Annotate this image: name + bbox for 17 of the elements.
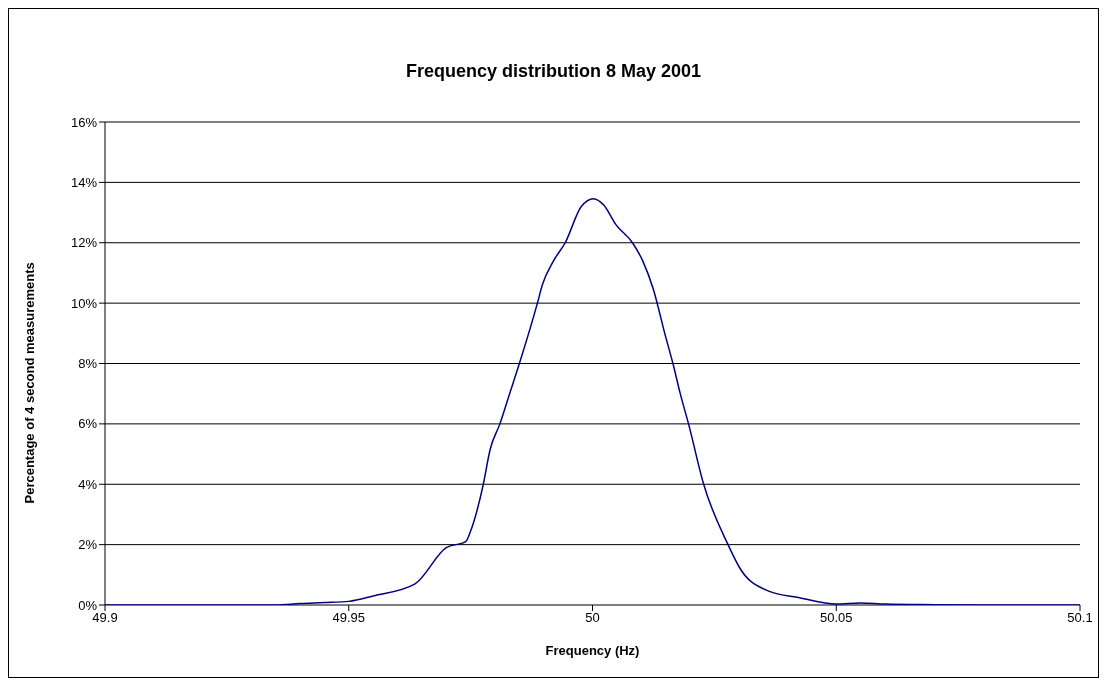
y-tick-label: 10% xyxy=(70,295,98,311)
x-tick-label: 50.1 xyxy=(1067,610,1093,626)
x-tick-label: 49.95 xyxy=(332,610,366,626)
x-tick-label: 49.9 xyxy=(92,610,118,626)
x-tick-label: 50 xyxy=(585,610,600,626)
x-axis-title: Frequency (Hz) xyxy=(545,643,640,658)
y-tick-label: 8% xyxy=(78,356,98,372)
y-tick-label: 6% xyxy=(78,416,98,432)
y-tick-label: 14% xyxy=(70,174,98,190)
y-axis-title: Percentage of 4 second measurements xyxy=(21,262,37,504)
y-tick-label: 2% xyxy=(78,537,98,553)
y-tick-label: 4% xyxy=(78,476,98,492)
chart-title: Frequency distribution 8 May 2001 xyxy=(404,61,703,82)
y-tick-label: 0% xyxy=(78,597,98,613)
y-tick-label: 12% xyxy=(70,235,98,251)
y-tick-label: 16% xyxy=(70,114,98,130)
x-tick-label: 50.05 xyxy=(819,610,853,626)
